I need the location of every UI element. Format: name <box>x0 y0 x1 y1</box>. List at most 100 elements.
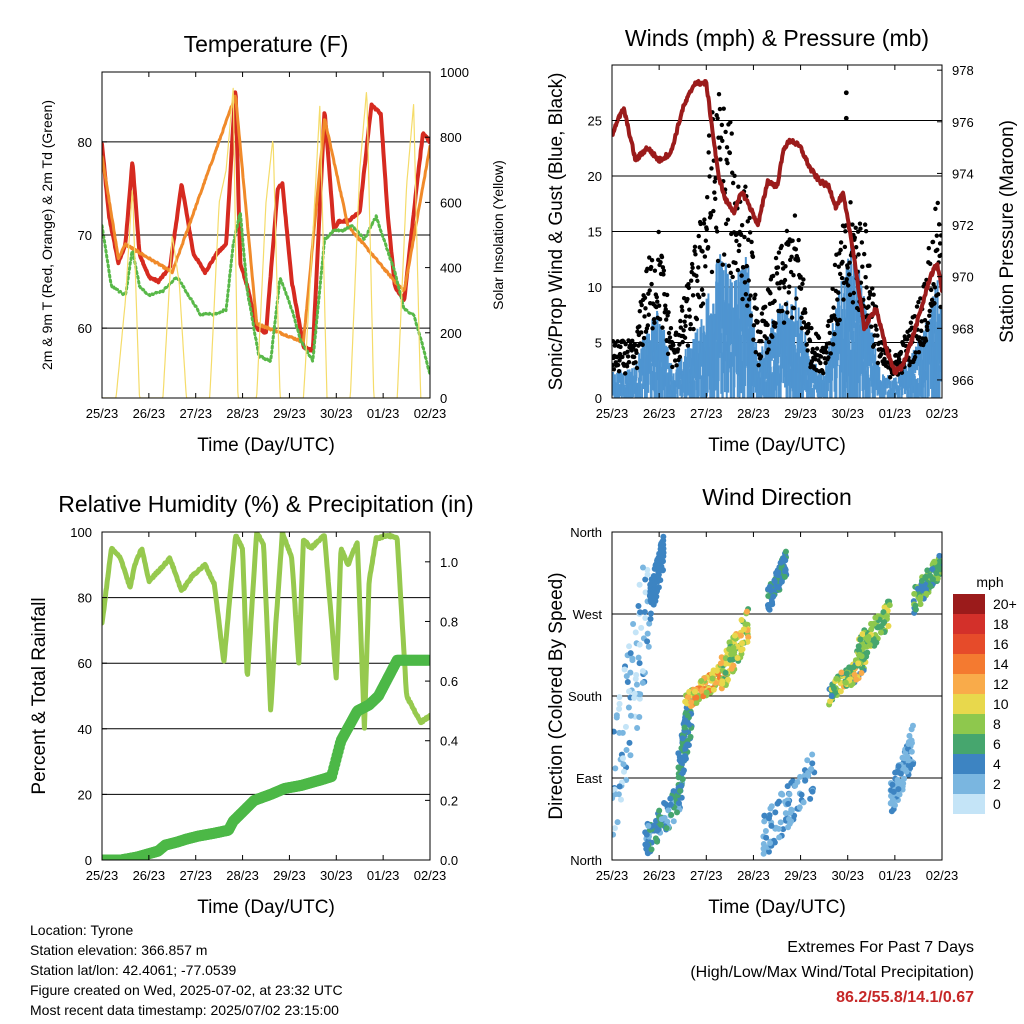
wind-direction-point <box>838 669 845 676</box>
wind-direction-point <box>612 786 616 793</box>
wind-gust-point <box>832 262 838 268</box>
wind-direction-point <box>684 742 691 749</box>
wind-gust-point <box>642 295 648 301</box>
wind-direction-point <box>643 831 650 838</box>
wind-gust-point <box>835 321 841 327</box>
legend-label: 20+ <box>993 596 1017 612</box>
wind-direction-point <box>686 688 693 695</box>
wind-gust-point <box>862 251 867 257</box>
wind-direction-point <box>931 559 938 566</box>
wind-gust-point <box>746 278 751 283</box>
wind-direction-point <box>722 660 729 667</box>
wind-direction-point <box>636 713 643 720</box>
wind-gust-point <box>694 316 700 322</box>
wind-gust-point <box>680 308 685 313</box>
wind-gust-point <box>875 360 881 366</box>
wind-gust-point <box>615 362 621 368</box>
wind-gust-point <box>700 249 705 254</box>
wind-gust-point <box>677 342 682 347</box>
wind-direction-point <box>906 732 913 739</box>
y-tick-label: North <box>570 853 602 868</box>
wind-gust-point <box>617 351 623 357</box>
wind-gust-point <box>779 243 784 249</box>
legend-swatch <box>953 754 985 774</box>
wind-gust-point <box>786 290 791 295</box>
wind-direction-point <box>934 575 941 582</box>
humidity-x-axis-label: Time (Day/UTC) <box>197 897 335 918</box>
wind-direction-point <box>646 620 653 627</box>
wind-direction-point <box>661 814 668 821</box>
wind-gust-point <box>694 273 699 279</box>
wind-direction-point <box>843 670 850 677</box>
wind-gust-point <box>803 310 808 315</box>
wind-gust-point <box>841 297 846 302</box>
wind-direction-point <box>911 590 918 597</box>
wind-gust-point <box>674 363 679 368</box>
y2-tick-label: 200 <box>440 326 462 341</box>
wind-gust-point <box>788 269 794 275</box>
wind-direction-point <box>909 761 916 768</box>
wind-direction-point <box>809 760 816 767</box>
wind-gust-point <box>781 320 787 325</box>
direction-plot-area <box>612 533 942 857</box>
legend-swatch <box>953 594 985 614</box>
wind-direction-point <box>908 740 915 747</box>
wind-direction-point <box>623 747 630 754</box>
wind-direction-point <box>878 623 885 630</box>
wind-direction-point <box>897 770 904 777</box>
location-text: Location: Tyrone <box>30 922 134 938</box>
wind-gust-point <box>887 375 893 380</box>
wind-gust-point <box>810 346 816 352</box>
wind-gust-point <box>823 344 829 350</box>
wind-direction-point <box>787 809 794 816</box>
wind-gust-point <box>698 221 703 227</box>
y-tick-label: 80 <box>78 135 92 150</box>
wind-gust-point <box>802 307 808 312</box>
elevation-text: Station elevation: 366.857 m <box>30 942 208 958</box>
legend-swatch <box>953 654 985 674</box>
wind-gust-point <box>878 351 884 357</box>
wind-direction-point <box>917 596 924 603</box>
wind-gust-point <box>934 233 940 238</box>
wind-direction-point <box>626 643 633 650</box>
wind-gust-point <box>652 268 658 273</box>
x-tick-label: 27/23 <box>690 868 723 883</box>
wind-gust-point <box>916 349 922 355</box>
station-info: Location: Tyrone Station elevation: 366.… <box>30 920 343 1020</box>
wind-direction-point <box>797 773 804 780</box>
wind-gust-point <box>688 321 693 327</box>
wind-gust-point <box>871 342 877 348</box>
wind-gust-point <box>723 221 729 227</box>
wind-gust-point <box>683 314 689 319</box>
x-tick-label: 27/23 <box>179 868 212 883</box>
wind-gust-point <box>908 320 914 325</box>
wind-direction-point <box>853 676 860 683</box>
wind-gust-point <box>932 285 938 290</box>
wind-gust-point <box>773 255 779 261</box>
wind-gust-point <box>717 145 722 150</box>
wind-gust-point <box>654 294 659 300</box>
wind-direction-point <box>763 834 770 841</box>
wind-gust-point <box>733 260 738 266</box>
humidity-title: Relative Humidity (%) & Precipitation (i… <box>58 491 473 517</box>
wind-direction-point <box>717 660 724 667</box>
wind-direction-point <box>637 609 644 616</box>
wind-gust-point <box>699 287 705 292</box>
y2-tick-label: 966 <box>952 373 974 388</box>
wind-gust-point <box>904 337 910 342</box>
wind-gust-point <box>688 326 693 332</box>
wind-direction-point <box>762 828 769 835</box>
extremes-title: Extremes For Past 7 Days <box>787 939 974 956</box>
wind-gust-point <box>742 280 748 285</box>
y-tick-label: 80 <box>78 591 92 606</box>
wind-direction-point <box>679 769 686 776</box>
wind-gust-point <box>709 269 715 275</box>
wind-direction-point <box>709 675 716 682</box>
wind-direction-point <box>642 589 649 596</box>
wind-direction-point <box>855 643 862 650</box>
wind-direction-point <box>636 641 643 648</box>
wind-gust-point <box>937 241 942 246</box>
wind-gust-point <box>681 328 686 333</box>
wind-direction-point <box>621 666 628 673</box>
wind-gust-point <box>612 362 615 368</box>
